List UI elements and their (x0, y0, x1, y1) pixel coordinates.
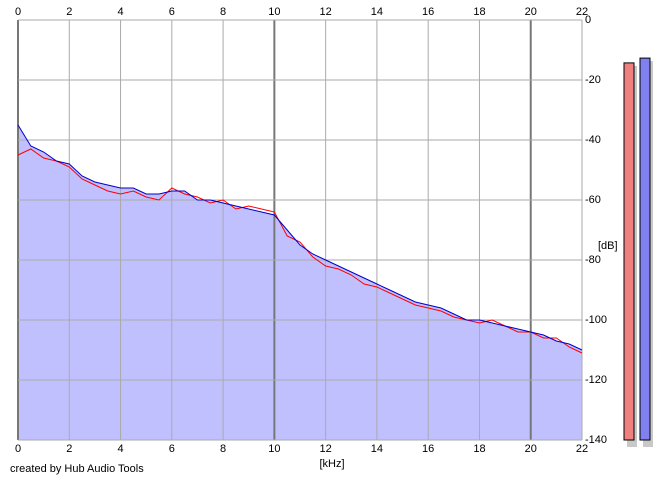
spectrum-line (17, 124, 583, 351)
credit: created by Hub Audio Tools (10, 463, 144, 475)
x-tick-label: 2 (66, 443, 72, 455)
y-tick-label: -140 (585, 434, 607, 446)
x-tick-label: 0 (15, 443, 21, 455)
x-tick-label: 16 (422, 443, 434, 455)
x-tick-label-top: 6 (169, 6, 175, 18)
x-tick-label: 12 (320, 443, 332, 455)
y-tick-label: -40 (585, 134, 601, 146)
y-tick-label: -100 (585, 314, 607, 326)
y-tick-label: 0 (585, 14, 591, 26)
x-tick-label-top: 16 (422, 6, 434, 18)
x-tick-label-top: 14 (371, 6, 383, 18)
y-tick-label: -80 (585, 254, 601, 266)
level-meter (623, 62, 635, 441)
y-axis-label: [dB] (598, 240, 618, 252)
x-tick-label: 8 (220, 443, 226, 455)
y-tick-label: -60 (585, 194, 601, 206)
x-tick-label: 10 (268, 443, 280, 455)
x-tick-label-top: 22 (576, 6, 588, 18)
x-tick-label: 22 (576, 443, 588, 455)
x-tick-label-top: 20 (525, 6, 537, 18)
x-axis-label: [kHz] (319, 458, 344, 470)
x-tick-label: 18 (473, 443, 485, 455)
x-tick-label-top: 12 (320, 6, 332, 18)
y-tick-label: -120 (585, 374, 607, 386)
x-tick-label-top: 10 (268, 6, 280, 18)
x-tick-label: 14 (371, 443, 383, 455)
spectrum-line (17, 148, 583, 354)
spectrum-area (18, 125, 582, 440)
x-tick-label: 6 (169, 443, 175, 455)
level-meter (639, 57, 651, 441)
y-tick-label: -20 (585, 74, 601, 86)
x-tick-label-top: 2 (66, 6, 72, 18)
x-tick-label-top: 4 (117, 6, 123, 18)
x-tick-label-top: 0 (15, 6, 21, 18)
x-tick-label: 4 (117, 443, 123, 455)
x-tick-label: 20 (525, 443, 537, 455)
x-tick-label-top: 18 (473, 6, 485, 18)
x-tick-label-top: 8 (220, 6, 226, 18)
